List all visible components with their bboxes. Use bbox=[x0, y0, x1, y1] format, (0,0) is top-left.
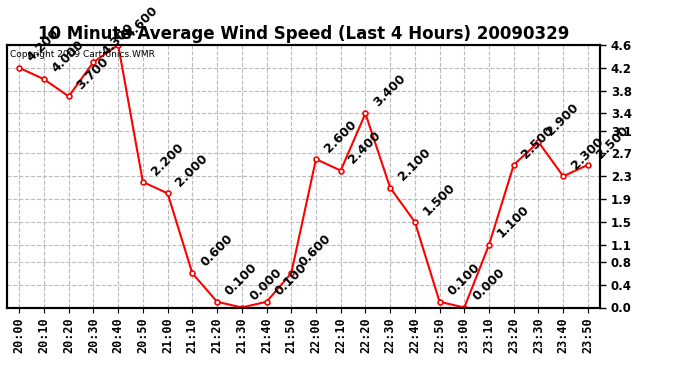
Text: 0.000: 0.000 bbox=[470, 266, 507, 303]
Text: 0.100: 0.100 bbox=[272, 260, 309, 298]
Text: 2.100: 2.100 bbox=[395, 146, 433, 183]
Text: 2.500: 2.500 bbox=[520, 123, 557, 160]
Text: Copyright 2009 Cartronics.WMR: Copyright 2009 Cartronics.WMR bbox=[10, 50, 155, 59]
Text: 0.600: 0.600 bbox=[297, 232, 334, 269]
Text: 4.300: 4.300 bbox=[99, 21, 136, 58]
Text: 1.100: 1.100 bbox=[495, 203, 532, 240]
Text: 0.000: 0.000 bbox=[247, 266, 285, 303]
Text: 0.100: 0.100 bbox=[223, 260, 260, 298]
Title: 10 Minute Average Wind Speed (Last 4 Hours) 20090329: 10 Minute Average Wind Speed (Last 4 Hou… bbox=[38, 26, 569, 44]
Text: 4.600: 4.600 bbox=[124, 4, 161, 41]
Text: 3.700: 3.700 bbox=[75, 55, 112, 92]
Text: 4.200: 4.200 bbox=[25, 26, 62, 64]
Text: 1.500: 1.500 bbox=[420, 180, 457, 218]
Text: 2.300: 2.300 bbox=[569, 135, 606, 172]
Text: 0.100: 0.100 bbox=[445, 260, 482, 298]
Text: 4.000: 4.000 bbox=[50, 38, 87, 75]
Text: 2.000: 2.000 bbox=[173, 152, 210, 189]
Text: 2.500: 2.500 bbox=[593, 123, 631, 160]
Text: 2.200: 2.200 bbox=[148, 141, 186, 178]
Text: 0.600: 0.600 bbox=[198, 232, 235, 269]
Text: 2.900: 2.900 bbox=[544, 100, 581, 138]
Text: 3.400: 3.400 bbox=[371, 72, 408, 109]
Text: 2.600: 2.600 bbox=[322, 118, 359, 155]
Text: 2.400: 2.400 bbox=[346, 129, 384, 166]
